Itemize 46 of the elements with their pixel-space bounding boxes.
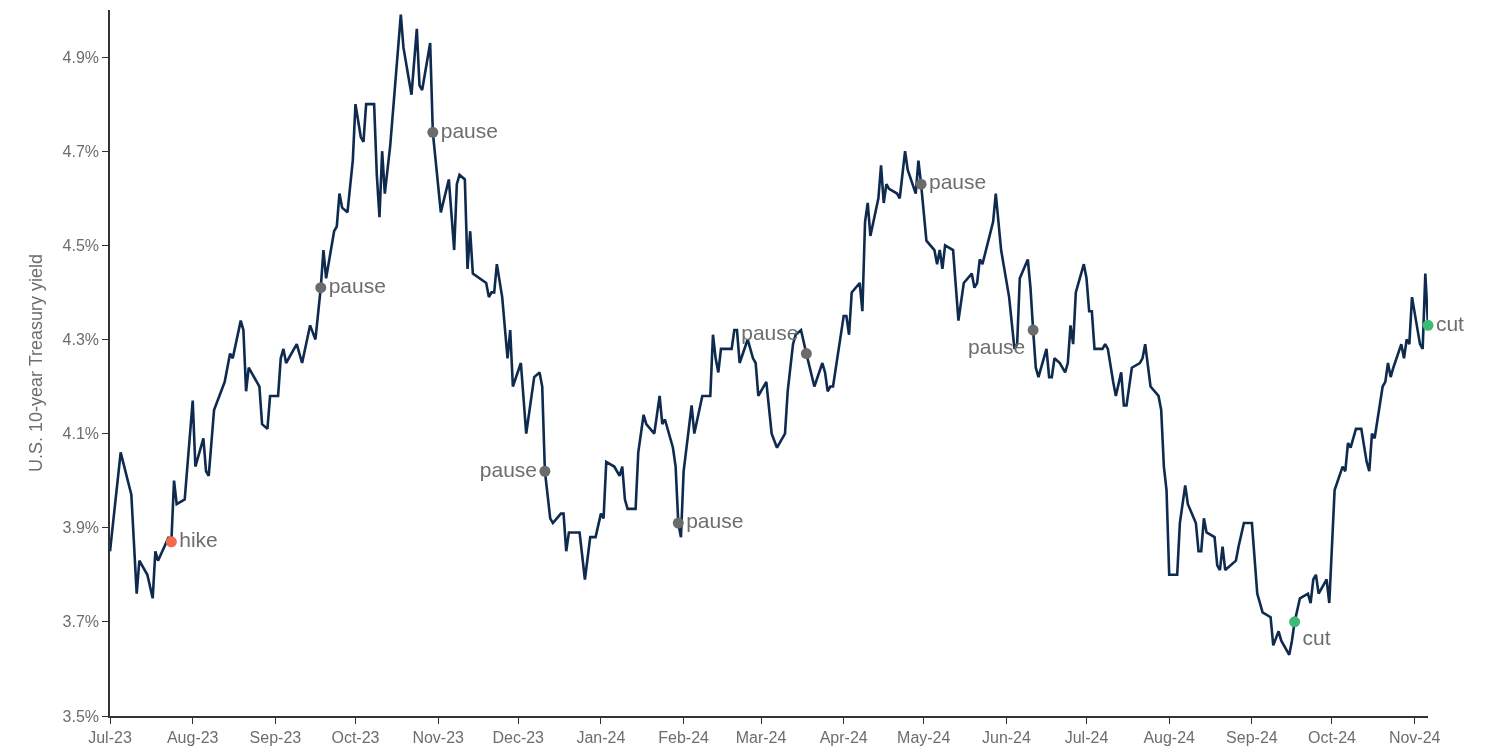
x-tick-label: Aug-24 bbox=[1143, 728, 1196, 746]
x-tick-label: Apr-24 bbox=[819, 728, 868, 746]
x-tick-label: Jan-24 bbox=[576, 728, 626, 746]
x-tick-label: Nov-24 bbox=[1388, 728, 1441, 746]
x-tick-label: Mar-24 bbox=[735, 728, 787, 746]
text: pause bbox=[686, 509, 744, 533]
series-label: pause bbox=[440, 118, 498, 142]
point bbox=[800, 348, 812, 360]
y-tick-label: 4.3% bbox=[62, 331, 100, 349]
point bbox=[165, 536, 177, 548]
y-tick-label: 4.1% bbox=[62, 425, 100, 443]
point bbox=[1422, 319, 1434, 331]
series-label: hike bbox=[179, 528, 218, 552]
text: pause bbox=[928, 170, 987, 194]
y-tick-label: 3.9% bbox=[62, 519, 100, 537]
x-tick-label: Sep-24 bbox=[1226, 728, 1278, 746]
y-tick-label: 4.5% bbox=[62, 236, 100, 254]
x-tick-label: Dec-23 bbox=[492, 728, 545, 746]
point bbox=[672, 517, 684, 529]
y-tick-label: 3.7% bbox=[62, 613, 100, 631]
point bbox=[1027, 324, 1039, 336]
x-tick-label: Sep-23 bbox=[249, 728, 302, 746]
x-tick-label: May-24 bbox=[897, 728, 951, 746]
x-tick-label: Nov-23 bbox=[412, 728, 465, 746]
x-tick-label: Aug-23 bbox=[166, 728, 219, 746]
x-tick-label: Jul-24 bbox=[1064, 728, 1109, 746]
point bbox=[539, 465, 551, 477]
point bbox=[1289, 616, 1301, 628]
y-tick-label: 3.5% bbox=[62, 707, 100, 725]
point bbox=[315, 282, 327, 294]
x-tick-label: Jun-24 bbox=[981, 728, 1032, 746]
point bbox=[915, 178, 927, 190]
text: pause bbox=[479, 457, 538, 481]
text: pause bbox=[328, 273, 386, 297]
y-axis-title: U.S. 10-year Treasury yield bbox=[26, 253, 47, 473]
x-tick-label: Oct-23 bbox=[331, 728, 380, 746]
x-tick-label: Feb-24 bbox=[658, 728, 710, 746]
y-tick-label: 4.7% bbox=[62, 142, 100, 160]
series-label: cut bbox=[1435, 311, 1465, 335]
text: pause bbox=[968, 334, 1026, 358]
text: pause bbox=[741, 321, 799, 345]
x-tick-label: Oct-24 bbox=[1307, 728, 1357, 746]
x-tick-label: Jul-23 bbox=[88, 728, 132, 746]
point bbox=[427, 126, 439, 138]
y-tick-label: 4.9% bbox=[62, 48, 100, 66]
text: cut bbox=[1302, 626, 1331, 650]
